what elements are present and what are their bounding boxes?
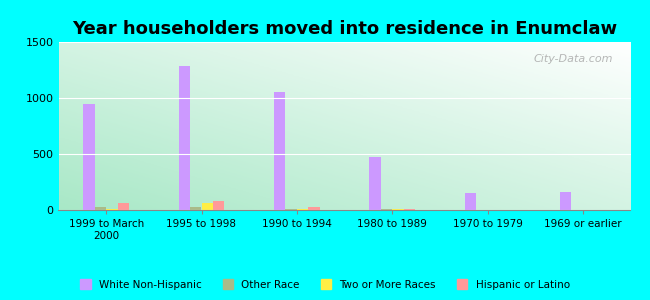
- Bar: [190, 207, 202, 210]
- Bar: [179, 65, 190, 210]
- Bar: [213, 201, 224, 210]
- Bar: [118, 203, 129, 210]
- Bar: [404, 209, 415, 210]
- Bar: [392, 209, 404, 210]
- Bar: [297, 209, 308, 210]
- Legend: White Non-Hispanic, Other Race, Two or More Races, Hispanic or Latino: White Non-Hispanic, Other Race, Two or M…: [75, 274, 575, 295]
- Bar: [308, 207, 320, 210]
- Bar: [274, 92, 285, 210]
- Bar: [83, 103, 95, 210]
- Text: City-Data.com: City-Data.com: [534, 54, 614, 64]
- Bar: [369, 158, 381, 210]
- Bar: [202, 203, 213, 210]
- Bar: [560, 191, 571, 210]
- Bar: [106, 209, 118, 210]
- Bar: [381, 209, 392, 210]
- Bar: [285, 209, 297, 210]
- Bar: [95, 207, 106, 210]
- Bar: [465, 193, 476, 210]
- Title: Year householders moved into residence in Enumclaw: Year householders moved into residence i…: [72, 20, 617, 38]
